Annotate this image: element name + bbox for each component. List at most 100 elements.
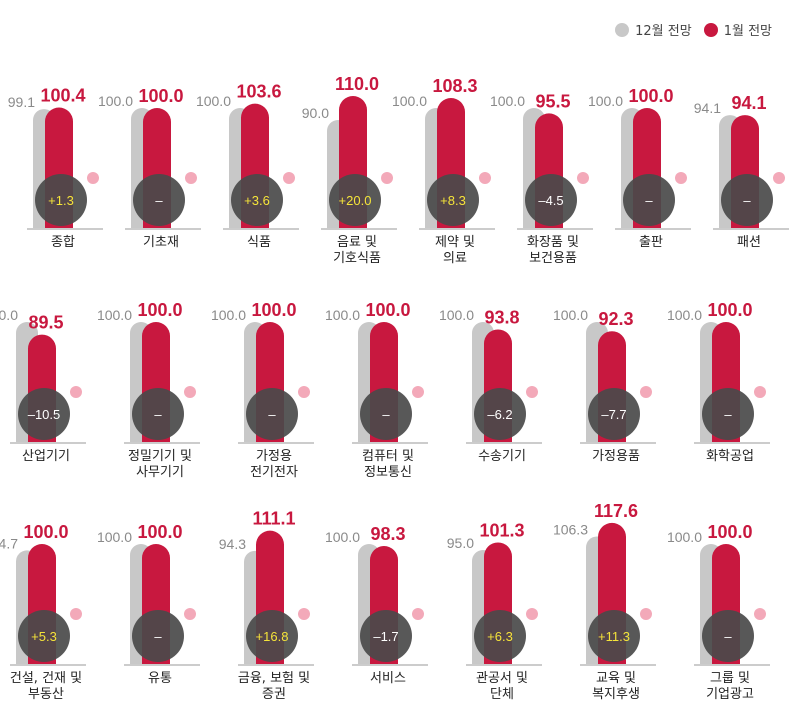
legend-item-dec: 12월 전망 (615, 20, 692, 39)
diff-circle (474, 388, 526, 440)
category-label: 건설, 건재 및 (10, 671, 82, 686)
diff-circle (133, 174, 185, 226)
value-dec: 100.0 (325, 529, 360, 545)
category-label: 사무기기 (136, 465, 184, 480)
category-label: 화학공업 (706, 449, 754, 464)
diff-label: – (155, 193, 163, 208)
value-jan: 93.8 (484, 307, 519, 327)
diff-circle (18, 388, 70, 440)
diff-circle (132, 388, 184, 440)
diff-label: – (268, 407, 276, 422)
diff-label: +6.3 (487, 629, 513, 644)
bulb-dot (479, 172, 491, 184)
value-jan: 108.3 (432, 76, 477, 96)
legend: 12월 전망 1월 전망 (615, 20, 772, 39)
category-label: 부동산 (28, 687, 64, 702)
chart-item: +1.3 99.1 100.4 종합 (8, 86, 103, 250)
bulb-dot (185, 172, 197, 184)
diff-circle (702, 388, 754, 440)
category-label: 정밀기기 및 (128, 449, 192, 464)
value-dec: 100.0 (439, 307, 474, 323)
diff-label: –10.5 (28, 407, 61, 422)
bulb-dot (640, 608, 652, 620)
value-dec: 100.0 (392, 93, 427, 109)
diff-circle (360, 388, 412, 440)
value-jan: 92.3 (598, 309, 633, 329)
value-dec: 100.0 (0, 307, 18, 323)
category-label: 교육 및 (596, 671, 636, 686)
value-dec: 100.0 (97, 307, 132, 323)
diff-label: –4.5 (538, 193, 563, 208)
legend-dot-dec (615, 22, 630, 37)
value-dec: 95.0 (447, 535, 474, 551)
category-label: 기초재 (143, 235, 179, 250)
value-dec: 100.0 (490, 93, 525, 109)
value-jan: 110.0 (335, 74, 379, 94)
diff-circle (18, 610, 70, 662)
value-jan: 89.5 (28, 313, 63, 333)
value-dec: 99.1 (8, 94, 35, 110)
bulb-dot (70, 386, 82, 398)
chart-item: +3.6 100.0 103.6 식품 (196, 82, 299, 250)
category-label: 정보통신 (364, 465, 412, 480)
value-dec: 100.0 (196, 93, 231, 109)
value-dec: 100.0 (553, 307, 588, 323)
diff-label: – (154, 407, 162, 422)
chart-item: +16.8 94.3 111.1 금융, 보험 및증권 (219, 509, 314, 702)
value-jan: 100.0 (707, 300, 752, 320)
diff-label: +5.3 (31, 629, 57, 644)
diff-label: –7.7 (601, 407, 626, 422)
diff-label: – (724, 407, 732, 422)
diff-circle (474, 610, 526, 662)
value-jan: 98.3 (370, 524, 405, 544)
category-label: 그룹 및 (710, 671, 750, 686)
category-label: 증권 (262, 687, 286, 702)
chart-item: –6.2 100.0 93.8 수송기기 (439, 307, 542, 464)
chart-item: –10.5 100.0 89.5 산업기기 (0, 307, 86, 464)
chart-item: +8.3 100.0 108.3 제약 및의료 (392, 76, 495, 266)
bulb-dot (640, 386, 652, 398)
diff-label: +3.6 (244, 193, 270, 208)
value-dec: 94.1 (694, 100, 721, 116)
diff-label: +20.0 (339, 193, 372, 208)
bulb-dot (283, 172, 295, 184)
value-jan: 100.0 (365, 300, 410, 320)
value-jan: 100.0 (137, 300, 182, 320)
category-label: 종합 (51, 235, 75, 250)
value-jan: 100.0 (628, 86, 673, 106)
chart-item: +6.3 95.0 101.3 관공서 및단체 (447, 520, 542, 702)
diff-label: – (154, 629, 162, 644)
diff-label: – (382, 407, 390, 422)
diff-label: +8.3 (440, 193, 466, 208)
value-dec: 94.3 (219, 536, 246, 552)
legend-label-jan: 1월 전망 (723, 24, 772, 39)
bulb-dot (70, 608, 82, 620)
bulb-dot (675, 172, 687, 184)
diff-circle (231, 174, 283, 226)
category-label: 전기전자 (250, 465, 298, 480)
value-jan: 103.6 (236, 82, 281, 102)
legend-dot-jan (703, 22, 718, 37)
bulb-dot (412, 386, 424, 398)
category-label: 산업기기 (22, 449, 70, 464)
category-label: 복지후생 (592, 687, 640, 702)
chart-item: – 100.0 100.0 화학공업 (667, 300, 770, 464)
category-label: 의료 (443, 251, 467, 266)
diff-circle (427, 174, 479, 226)
value-dec: 100.0 (667, 307, 702, 323)
diff-label: –6.2 (487, 407, 512, 422)
bulb-dot (412, 608, 424, 620)
bulb-dot (184, 608, 196, 620)
bulb-dot (526, 608, 538, 620)
chart-item: –1.7 100.0 98.3 서비스 (325, 524, 428, 686)
category-label: 출판 (639, 235, 663, 250)
category-label: 유통 (148, 671, 172, 686)
category-label: 수송기기 (478, 449, 526, 464)
category-label: 화장품 및 (527, 235, 579, 250)
value-jan: 100.0 (707, 522, 752, 542)
